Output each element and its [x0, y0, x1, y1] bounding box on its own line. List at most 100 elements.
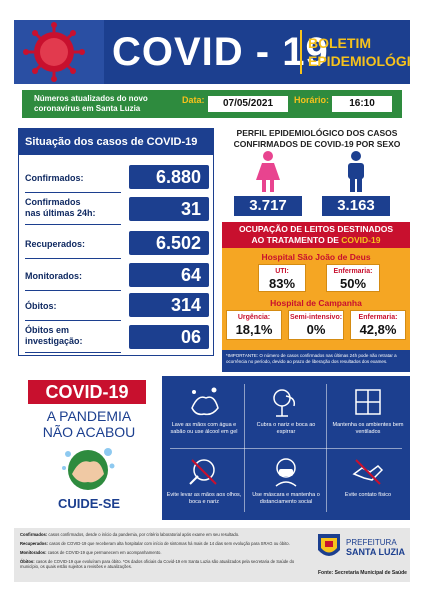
definition-text: casos de COVID-19 que permanecem em acom… [47, 550, 162, 555]
case-label-line-2: investigação: [25, 336, 83, 346]
case-row: Confirmados nas últimas 24h: 31 [25, 197, 209, 225]
date-label: Data: [182, 95, 205, 105]
definition-text: casos confirmados, desde o início da pan… [48, 532, 240, 537]
tip-text: Cubra o nariz e boca ao espirrar [256, 422, 316, 435]
time-label: Horário: [294, 95, 330, 105]
case-label: Óbitos: [25, 301, 57, 312]
title-divider [300, 30, 302, 74]
beds-title: OCUPAÇÃO DE LEITOS DESTINADOS AO TRATAME… [222, 222, 410, 248]
hospital-1-name: Hospital São João de Deus [261, 252, 371, 262]
case-row: Confirmados: 6.880 [25, 165, 209, 193]
tip-text: Mantenha os ambientes bem ventilados [332, 422, 404, 435]
profile-title-line-1: PERFIL EPIDEMIOLÓGICO DOS CASOS [236, 128, 398, 138]
hospital-2-semi-intensivo-value: 0% [306, 322, 326, 337]
hospital-2-urgencia-label: Urgência: [237, 314, 271, 321]
update-text-line-1: Números atualizados do novo [34, 94, 148, 103]
hospital-1-enfermaria-label: Enfermaria: [333, 268, 373, 275]
case-label: Óbitos em investigação: [25, 325, 83, 347]
date-value: 07/05/2021 [208, 96, 288, 112]
tip-item: Use máscara e mantenha o distanciamento … [248, 452, 324, 518]
hospital-1-uti-value: 83% [268, 276, 296, 291]
time-value: 16:10 [332, 96, 392, 112]
update-text-line-2: coronavírus em Santa Luzia [34, 104, 141, 113]
prefeitura-logo [318, 534, 340, 556]
hospital-1-uti-label: UTI: [275, 268, 289, 275]
open-window-icon [355, 389, 381, 415]
tip-item: Lave as mãos com água e sabão ou use álc… [166, 382, 242, 448]
hospital-2-urgencia-value: 18,1% [235, 322, 273, 337]
case-label-line-1: Monitorados: [25, 271, 82, 281]
pandemic-line-2: NÃO ACABOU [42, 424, 136, 440]
female-person-icon [256, 151, 280, 192]
subtitle-line-2: EPIDEMIOLÓGICO [308, 53, 410, 69]
header-banner: COVID - 19 BOLETIM EPIDEMIOLÓGICO [14, 20, 410, 84]
update-text: Números atualizados do novo coronavírus … [34, 94, 184, 114]
no-handshake-icon [352, 459, 384, 485]
case-underline [25, 192, 121, 193]
tip-item: Mantenha os ambientes bem ventilados [330, 382, 406, 448]
page-title: COVID - 19 [112, 30, 329, 74]
case-underline [25, 290, 121, 291]
definition-text: casos de COVID-19 que evoluíram para óbi… [20, 559, 295, 569]
hospital-1-enfermaria-value: 50% [339, 276, 367, 291]
tips-divider-h [170, 448, 402, 449]
case-value: 31 [129, 197, 209, 221]
case-row: Monitorados: 64 [25, 263, 209, 291]
case-label: Confirmados nas últimas 24h: [25, 197, 96, 219]
definition-text: casos de COVID-19 que receberam alta hos… [49, 541, 290, 546]
case-label: Confirmados: [25, 173, 84, 184]
covid-badge: COVID-19 [28, 380, 146, 404]
case-label: Recuperados: [25, 239, 85, 250]
female-count: 3.717 [234, 196, 302, 216]
case-label-line-1: Confirmados: [25, 173, 84, 183]
definition-line: Óbitos: casos de COVID-19 que evoluíram … [20, 559, 310, 569]
tip-item: Evite levar as mãos aos olhos, boca e na… [166, 452, 242, 518]
hand-washing-icon [62, 448, 115, 490]
case-row: Recuperados: 6.502 [25, 231, 209, 259]
definition-line: Confirmados: casos confirmados, desde o … [20, 532, 310, 537]
coronavirus-icon [14, 20, 104, 84]
page-subtitle: BOLETIM EPIDEMIOLÓGICO [308, 34, 410, 70]
case-underline [25, 352, 121, 353]
data-source: Fonte: Secretaria Municipal de Saúde [318, 570, 407, 576]
male-person-icon [348, 151, 364, 192]
prevention-tips-panel: Lave as mãos com água e sabão ou use álc… [162, 376, 410, 520]
pandemic-line-1: A PANDEMIA [46, 408, 132, 424]
case-label-line-1: Óbitos: [25, 301, 57, 311]
case-label-line-1: Recuperados: [25, 239, 86, 249]
important-note: *IMPORTANTE: O número de casos confirmad… [222, 350, 410, 372]
tip-text: Evite levar as mãos aos olhos, boca e na… [166, 492, 242, 505]
hospital-2-semi-intensivo: Semi-intensivo: 0% [288, 310, 344, 340]
case-value: 06 [129, 325, 209, 349]
update-bar: Números atualizados do novo coronavírus … [22, 90, 402, 118]
case-value: 6.880 [129, 165, 209, 189]
cuide-se-text: CUIDE-SE [57, 496, 121, 511]
case-underline [25, 224, 121, 225]
case-row: Óbitos: 314 [25, 293, 209, 321]
cases-panel: Situação dos casos de COVID-19 Confirmad… [18, 128, 214, 356]
tip-item: Evite contato físico [330, 452, 406, 518]
case-value: 6.502 [129, 231, 209, 255]
beds-title-line-2b: COVID-19 [341, 235, 381, 245]
hospital-2-name: Hospital de Campanha [270, 298, 362, 308]
hospital-1-enfermaria: Enfermaria: 50% [326, 264, 380, 292]
beds-title-line-1: OCUPAÇÃO DE LEITOS DESTINADOS [238, 224, 394, 234]
hospital-2-enfermaria: Enfermaria: 42,8% [350, 310, 406, 340]
hand-washing-icon [191, 387, 219, 416]
tip-text: Lave as mãos com água e sabão ou use álc… [170, 422, 238, 435]
footer: Confirmados: casos confirmados, desde o … [14, 528, 410, 582]
prefeitura-line-1: PREFEITURA [346, 538, 397, 547]
hospital-2-urgencia: Urgência: 18,1% [226, 310, 282, 340]
case-label: Monitorados: [25, 271, 82, 282]
profile-title: PERFIL EPIDEMIOLÓGICO DOS CASOS CONFIRMA… [224, 128, 410, 150]
male-count: 3.163 [322, 196, 390, 216]
mask-icon [275, 458, 297, 487]
cases-title: Situação dos casos de COVID-19 [19, 129, 213, 155]
case-label-line-1: Óbitos em [25, 325, 70, 335]
tip-text: Evite contato físico [344, 492, 392, 498]
definition-line: Recuperados: casos de COVID-19 que receb… [20, 541, 310, 546]
cough-cover-icon [273, 389, 296, 417]
subtitle-line-1: BOLETIM [308, 35, 371, 51]
no-face-touch-icon [189, 459, 217, 485]
